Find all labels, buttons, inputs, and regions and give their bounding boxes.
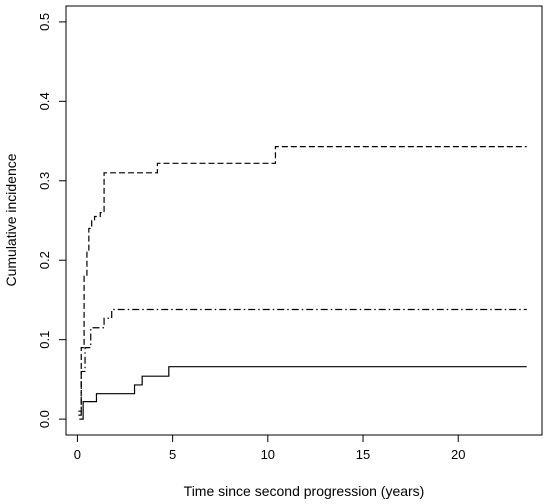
x-axis: 0 5 10 15 20 [74,435,465,462]
plot-frame [65,5,543,436]
y-tick-label-1: 0.1 [37,331,52,349]
x-tick-label-20: 20 [451,447,465,462]
y-axis: 0.0 0.1 0.2 0.3 0.4 0.5 [37,13,66,428]
x-tick-label-0: 0 [74,447,81,462]
x-axis-label: Time since second progression (years) [184,483,425,499]
y-tick-label-2: 0.2 [37,251,52,269]
y-axis-label: Cumulative incidence [3,153,19,286]
y-tick-label-4: 0.4 [37,92,52,110]
y-tick-label-3: 0.3 [37,172,52,190]
x-tick-label-10: 10 [261,447,275,462]
x-tick-label-15: 15 [356,447,370,462]
y-tick-label-0: 0.0 [37,410,52,428]
series-dashed-line [78,146,527,412]
series-solid-line [79,366,527,420]
series-dashdot-line [78,308,527,416]
series-layer [78,146,527,420]
y-tick-label-5: 0.5 [37,13,52,31]
x-tick-label-5: 5 [169,447,176,462]
